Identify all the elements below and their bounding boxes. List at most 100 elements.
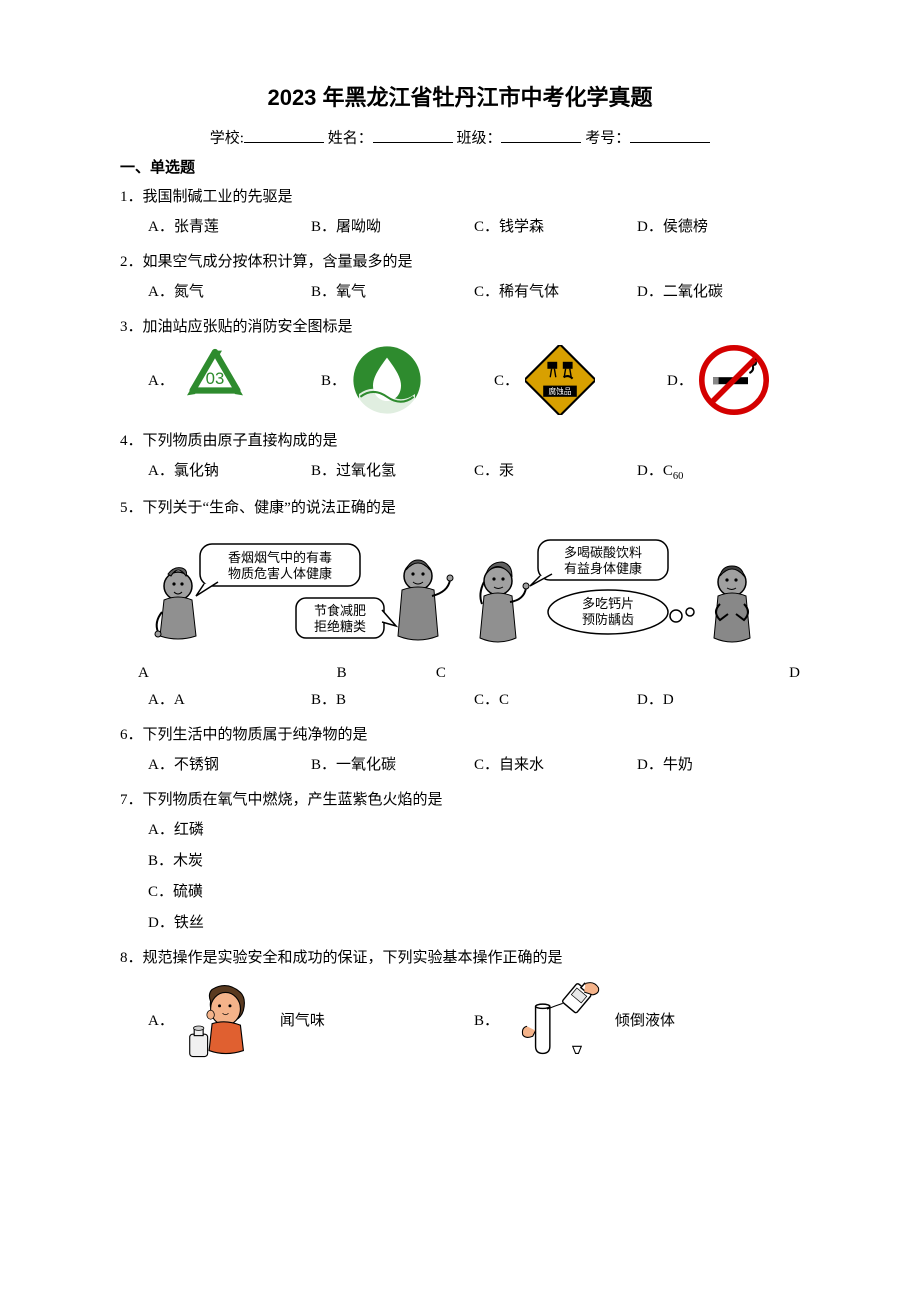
q6-opt-d[interactable]: D．牛奶 [637, 753, 800, 774]
q5-options: A．A B．B C．C D．D [120, 688, 800, 709]
svg-text:预防龋齿: 预防龋齿 [582, 612, 634, 627]
q7-opt-d[interactable]: D．铁丝 [148, 911, 800, 932]
bubble-a: 香烟烟气中的有毒 物质危害人体健康 [196, 544, 360, 596]
svg-text:有益身体健康: 有益身体健康 [564, 561, 642, 576]
svg-text:物质危害人体健康: 物质危害人体健康 [228, 566, 332, 581]
q5-num: 5． [120, 500, 143, 516]
q6-text: 下列生活中的物质属于纯净物的是 [143, 727, 368, 743]
q2-opt-d[interactable]: D．二氧化碳 [637, 280, 800, 301]
q5-sub-d: D [668, 665, 800, 682]
person-a [155, 567, 196, 638]
q1-options: A．张青莲 B．屠呦呦 C．钱学森 D．侯德榜 [120, 215, 800, 236]
q3-b-label: B． [321, 369, 346, 390]
q4-options: A．氯化钠 B．过氧化氢 C．汞 D．C60 [120, 459, 800, 482]
q7-opt-c[interactable]: C．硫磺 [148, 880, 800, 901]
q8-opt-a[interactable]: A． 闻气味 [148, 976, 474, 1063]
q1-opt-d[interactable]: D．侯德榜 [637, 215, 800, 236]
name-label: 姓名： [328, 131, 373, 147]
question-7: 7．下列物质在氧气中燃烧，产生蓝紫色火焰的是 [120, 788, 800, 812]
q3-opt-d[interactable]: D． [667, 345, 830, 415]
eco-drop-icon [352, 345, 422, 415]
q5-opt-a[interactable]: A．A [148, 688, 311, 709]
q5-text: 下列关于“生命、健康”的说法正确的是 [143, 500, 396, 516]
recycle-number: 03 [206, 369, 225, 388]
question-1: 1．我国制碱工业的先驱是 [120, 185, 800, 209]
q7-options: A．红磷 B．木炭 C．硫磺 D．铁丝 [120, 818, 800, 932]
recycle-icon: 03 [180, 345, 250, 415]
question-3: 3．加油站应张贴的消防安全图标是 [120, 315, 800, 339]
q6-options: A．不锈钢 B．一氧化碳 C．自来水 D．牛奶 [120, 753, 800, 774]
q1-num: 1． [120, 189, 143, 205]
q8-b-label: B． [474, 1009, 499, 1030]
q8-a-label: A． [148, 1009, 174, 1030]
q4-opt-a[interactable]: A．氯化钠 [148, 459, 311, 482]
q5-sub-b: B [337, 665, 436, 682]
svg-text:多吃钙片: 多吃钙片 [582, 596, 634, 611]
q1-opt-c[interactable]: C．钱学森 [474, 215, 637, 236]
q8-opt-b[interactable]: B． [474, 977, 800, 1062]
q6-opt-c[interactable]: C．自来水 [474, 753, 637, 774]
q1-opt-b[interactable]: B．屠呦呦 [311, 215, 474, 236]
q7-num: 7． [120, 792, 143, 808]
q3-opt-b[interactable]: B． [321, 345, 484, 415]
q6-opt-b[interactable]: B．一氧化碳 [311, 753, 474, 774]
q7-text: 下列物质在氧气中燃烧，产生蓝紫色火焰的是 [143, 792, 443, 808]
q4-text: 下列物质由原子直接构成的是 [143, 433, 338, 449]
question-6: 6．下列生活中的物质属于纯净物的是 [120, 723, 800, 747]
q5-sublabels: A B C D [120, 665, 800, 682]
q4-num: 4． [120, 433, 143, 449]
person-c [480, 562, 529, 642]
question-8: 8．规范操作是实验安全和成功的保证，下列实验基本操作正确的是 [120, 946, 800, 970]
person-b [398, 560, 453, 640]
class-blank[interactable] [501, 126, 581, 143]
q1-text: 我国制碱工业的先驱是 [143, 189, 293, 205]
q8-a-caption: 闻气味 [280, 1009, 325, 1030]
q3-opt-a[interactable]: A． 03 [148, 345, 311, 415]
section-1-heading: 一、单选题 [120, 156, 800, 177]
q1-opt-a[interactable]: A．张青莲 [148, 215, 311, 236]
q5-opt-b[interactable]: B．B [311, 688, 474, 709]
svg-text:拒绝糖类: 拒绝糖类 [314, 619, 366, 634]
no-smoking-icon [699, 345, 769, 415]
q2-num: 2． [120, 254, 143, 270]
q2-opt-a[interactable]: A．氮气 [148, 280, 311, 301]
q6-opt-a[interactable]: A．不锈钢 [148, 753, 311, 774]
name-blank[interactable] [373, 126, 453, 143]
q2-opt-b[interactable]: B．氧气 [311, 280, 474, 301]
q8-num: 8． [120, 950, 143, 966]
smell-icon [182, 976, 272, 1063]
page-title: 2023 年黑龙江省牡丹江市中考化学真题 [120, 80, 800, 112]
q7-opt-a[interactable]: A．红磷 [148, 818, 800, 839]
q3-c-label: C． [494, 369, 519, 390]
question-5: 5．下列关于“生命、健康”的说法正确的是 [120, 496, 800, 520]
pour-icon [507, 977, 607, 1062]
examno-blank[interactable] [630, 126, 710, 143]
q7-opt-b[interactable]: B．木炭 [148, 849, 800, 870]
q5-sub-c: C [436, 665, 668, 682]
q5-opt-d[interactable]: D．D [637, 688, 800, 709]
svg-text:多喝碳酸饮料: 多喝碳酸饮料 [564, 545, 642, 560]
q5-sub-a: A [138, 665, 337, 682]
corrosive-icon: 腐蚀品 [525, 345, 595, 415]
bubble-b: 节食减肥 拒绝糖类 [296, 598, 396, 638]
q2-opt-c[interactable]: C．稀有气体 [474, 280, 637, 301]
q6-num: 6． [120, 727, 143, 743]
q3-num: 3． [120, 319, 143, 335]
q3-d-label: D． [667, 369, 693, 390]
q2-options: A．氮气 B．氧气 C．稀有气体 D．二氧化碳 [120, 280, 800, 301]
q3-text: 加油站应张贴的消防安全图标是 [143, 319, 353, 335]
exam-page: 2023 年黑龙江省牡丹江市中考化学真题 学校: 姓名： 班级： 考号： 一、单… [0, 0, 920, 1302]
school-blank[interactable] [244, 126, 324, 143]
q8-options-row: A． 闻气味 B． [120, 976, 800, 1063]
q4-opt-d[interactable]: D．C60 [637, 459, 800, 482]
svg-text:香烟烟气中的有毒: 香烟烟气中的有毒 [228, 550, 332, 565]
q3-options: A． 03 B． [120, 345, 800, 415]
q3-opt-c[interactable]: C． 腐蚀品 [494, 345, 657, 415]
q4-opt-c[interactable]: C．汞 [474, 459, 637, 482]
q5-opt-c[interactable]: C．C [474, 688, 637, 709]
q4-opt-b[interactable]: B．过氧化氢 [311, 459, 474, 482]
person-d [714, 566, 750, 642]
examno-label: 考号： [585, 131, 630, 147]
corrosive-label: 腐蚀品 [548, 386, 571, 396]
q3-a-label: A． [148, 369, 174, 390]
